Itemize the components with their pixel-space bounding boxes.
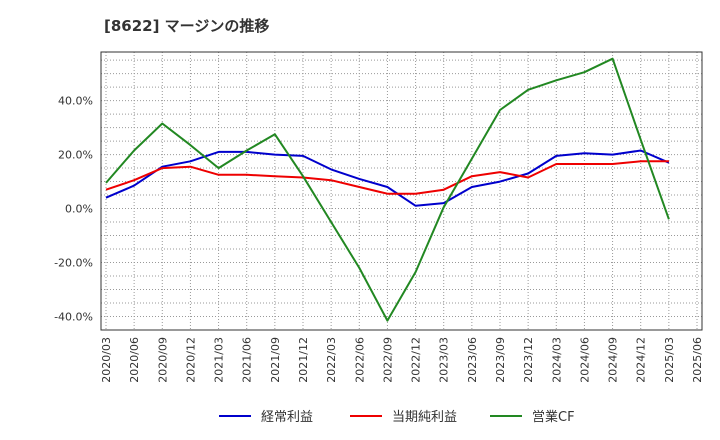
x-tick-label: 2021/12 <box>297 337 310 383</box>
series-line <box>105 149 670 207</box>
legend-layer: 経常利益 当期純利益 営業CF <box>219 409 575 425</box>
x-tick-label: 2023/09 <box>494 337 507 383</box>
x-tick-label: 2021/09 <box>269 337 282 383</box>
x-tick-label: 2025/03 <box>663 337 676 383</box>
x-tick-label: 2024/09 <box>607 337 620 383</box>
x-tick-label: 2022/03 <box>325 337 338 383</box>
x-tick-label: 2022/12 <box>410 337 423 383</box>
legend-label: 当期純利益 <box>392 410 457 425</box>
legend-label: 営業CF <box>532 409 575 425</box>
x-tick-label: 2023/03 <box>438 337 451 383</box>
plot-frame <box>100 51 703 331</box>
x-tick-label: 2023/12 <box>522 337 535 383</box>
series-line <box>105 160 669 195</box>
y-tick-label: 40.0% <box>58 95 93 108</box>
x-tick-label: 2022/06 <box>353 337 366 383</box>
axis-layer: -40.0% -20.0% 0.0% 20.0% 40.0% 2020/03 2020/06… <box>54 51 704 383</box>
x-tick-label: 2024/06 <box>578 337 591 383</box>
x-tick-label: 2020/06 <box>128 337 141 383</box>
x-tick-label: 2024/12 <box>635 337 648 383</box>
x-tick-label: 2023/06 <box>466 337 479 383</box>
x-tick-label: 2024/03 <box>550 337 563 383</box>
x-tick-label: 2020/09 <box>156 337 169 383</box>
legend-label: 経常利益 <box>261 410 313 425</box>
chart-title: [8622] マージンの推移 <box>104 17 270 35</box>
x-tick-label: 2022/09 <box>381 337 394 383</box>
y-tick-label: 20.0% <box>58 149 93 162</box>
series-line <box>105 57 670 322</box>
y-tick-label: 0.0% <box>65 203 93 216</box>
x-tick-label: 2020/03 <box>100 337 113 383</box>
series-layer <box>105 57 670 322</box>
x-tick-label: 2020/12 <box>184 337 197 383</box>
y-tick-label: -20.0% <box>54 257 93 270</box>
plot-area <box>101 52 702 330</box>
y-tick-label: -40.0% <box>54 311 93 324</box>
x-tick-label: 2021/03 <box>213 337 226 383</box>
grid-layer <box>101 52 702 331</box>
x-tick-label: 2025/06 <box>691 337 704 383</box>
x-tick-label: 2021/06 <box>241 337 254 383</box>
